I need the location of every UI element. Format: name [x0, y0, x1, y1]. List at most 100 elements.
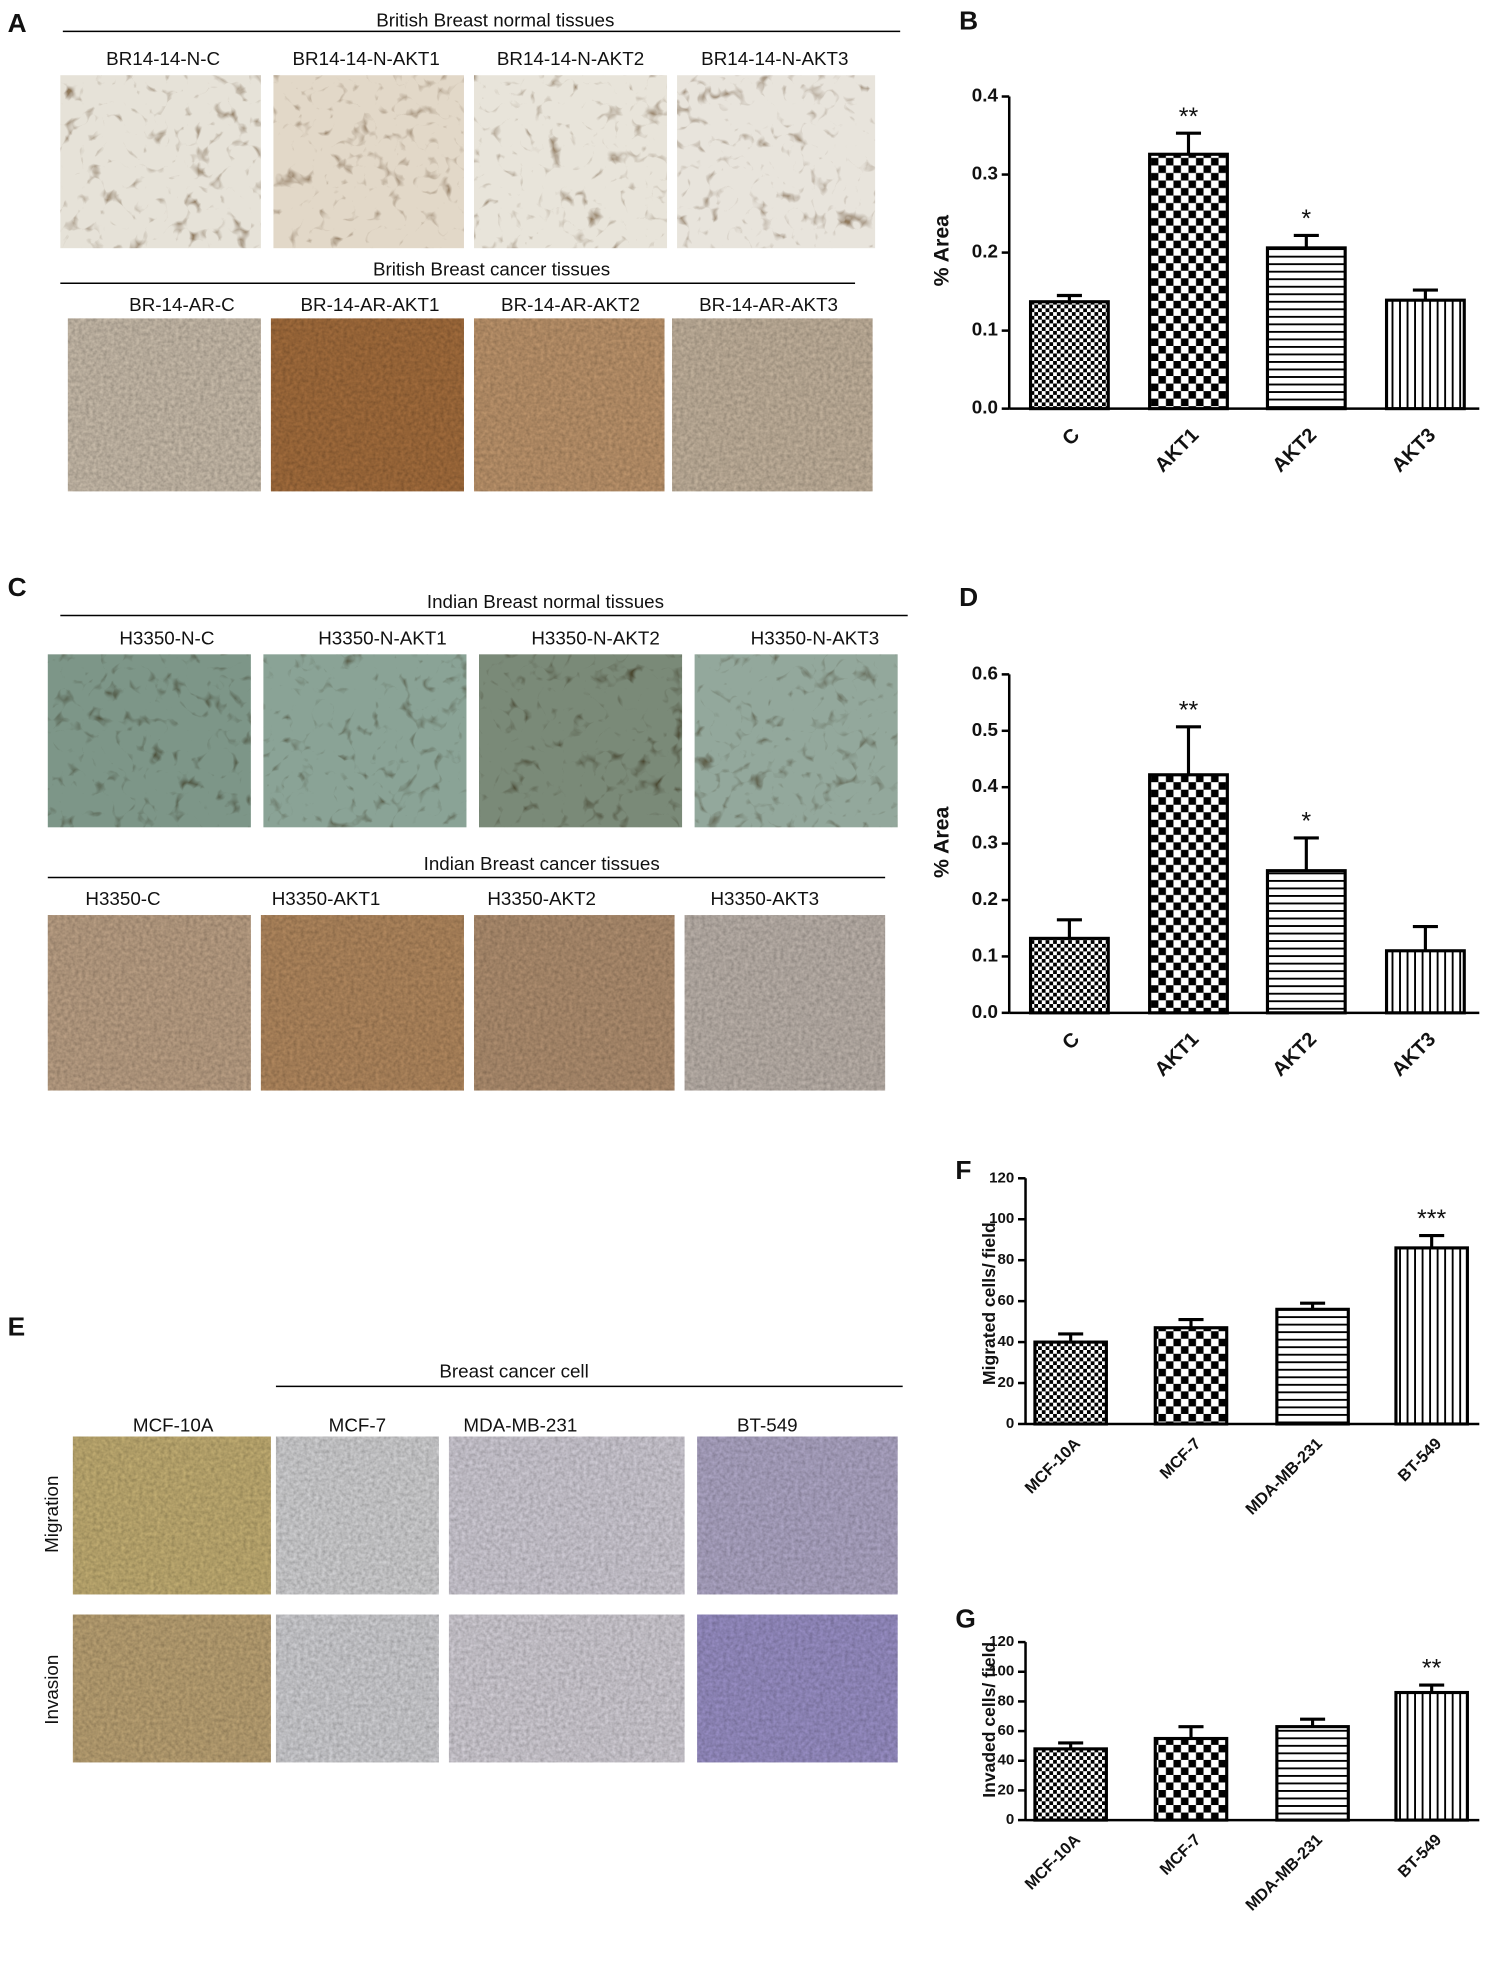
x-tick-label: MCF-10A [1021, 1831, 1084, 1894]
micrographs [47, 654, 898, 828]
y-tick-label: 80 [998, 1251, 1015, 1268]
y-tick-label: 40 [998, 1752, 1015, 1769]
bar [1028, 300, 1110, 411]
bar [1394, 1246, 1469, 1426]
micrograph [270, 318, 464, 492]
y-tick-label: 0.3 [972, 832, 998, 853]
y-tick-label: 0.2 [972, 888, 998, 909]
panel-letter: E [8, 1312, 26, 1342]
y-tick-label: 0.4 [972, 84, 999, 105]
sample-label: BR14-14-N-AKT3 [701, 48, 848, 69]
sample-label: H3350-C [85, 888, 160, 909]
x-tick-label: BT-549 [1395, 1831, 1445, 1881]
micrograph [260, 915, 464, 1091]
bar [1153, 1326, 1229, 1426]
panel-letter: G [955, 1604, 975, 1634]
micrograph [448, 1436, 685, 1595]
y-tick-label: 60 [998, 1292, 1015, 1309]
micrograph [677, 75, 876, 249]
bar [1028, 936, 1110, 1015]
y-tick-label: 0.4 [972, 775, 999, 796]
micrograph [448, 1614, 685, 1763]
micrograph [263, 654, 467, 828]
cell-line-label: MCF-7 [329, 1414, 386, 1435]
micrographs [47, 915, 886, 1091]
sample-label: BR14-14-N-C [106, 48, 220, 69]
y-axis-label: Migrated cells/ field [979, 1222, 999, 1385]
micrograph [72, 1436, 271, 1595]
sample-label: BR-14-AR-AKT2 [501, 294, 640, 315]
micrograph [72, 1614, 271, 1763]
y-axis-label: % Area [929, 215, 953, 287]
significance-label: ** [1179, 696, 1199, 724]
y-tick-label: 0.0 [972, 1001, 998, 1022]
bar [1384, 949, 1466, 1015]
row-label: Invasion [41, 1655, 62, 1725]
micrographs [72, 1436, 898, 1763]
cell-line-label: MDA-MB-231 [463, 1414, 577, 1435]
bar [1275, 1307, 1350, 1426]
micrograph [473, 915, 675, 1091]
group-title: British Breast normal tissues [376, 9, 614, 30]
panel-letter: C [8, 572, 27, 602]
x-tick-label: C [1058, 424, 1084, 450]
y-axis-label: Invaded cells/ field [979, 1642, 999, 1798]
cell-line-label: MCF-10A [133, 1414, 214, 1435]
micrograph [275, 1614, 439, 1763]
bar [1394, 1690, 1469, 1822]
y-tick-label: 60 [998, 1722, 1015, 1739]
sample-label: H3350-N-AKT1 [318, 627, 447, 648]
y-tick-label: 20 [998, 1374, 1015, 1391]
micrograph [67, 318, 261, 492]
bar [1384, 298, 1466, 411]
x-tick-label: BT-549 [1395, 1435, 1445, 1485]
y-tick-label: 0.6 [972, 662, 998, 683]
y-tick-label: 0.5 [972, 719, 998, 740]
x-tick-label: MCF-7 [1156, 1435, 1204, 1483]
micrograph [694, 654, 898, 828]
micrograph [473, 318, 665, 492]
sample-label: H3350-AKT2 [487, 888, 596, 909]
y-tick-label: 120 [989, 1169, 1014, 1186]
panel-letter: F [955, 1155, 971, 1185]
bar [1265, 246, 1347, 411]
panel-letter: A [8, 8, 27, 38]
micrographs [60, 75, 876, 249]
bar [1275, 1725, 1350, 1822]
x-tick-label: AKT2 [1269, 424, 1322, 477]
micrograph [479, 654, 683, 828]
y-tick-label: 0.3 [972, 163, 998, 184]
x-tick-label: MCF-7 [1156, 1831, 1204, 1879]
sample-label: BR-14-AR-C [129, 294, 235, 315]
y-tick-label: 0 [1006, 1415, 1014, 1432]
y-tick-label: 20 [998, 1781, 1015, 1798]
y-tick-label: 100 [989, 1663, 1014, 1680]
x-tick-label: MCF-10A [1021, 1435, 1084, 1498]
sample-label: H3350-N-AKT2 [531, 627, 659, 648]
micrograph [47, 654, 251, 828]
y-tick-label: 0.1 [972, 944, 998, 965]
row-label: Migration [41, 1476, 62, 1553]
x-tick-label: AKT1 [1151, 1028, 1204, 1081]
micrograph [273, 75, 464, 249]
y-tick-label: 40 [998, 1333, 1015, 1350]
panel-letter: B [959, 6, 978, 36]
sample-label: BR14-14-N-AKT2 [497, 48, 644, 69]
x-tick-label: MDA-MB-231 [1242, 1831, 1326, 1915]
y-tick-label: 0.0 [972, 397, 998, 418]
bar [1153, 1736, 1229, 1822]
bar [1033, 1747, 1108, 1822]
sample-label: H3350-AKT1 [272, 888, 381, 909]
sample-label: BR14-14-N-AKT1 [293, 48, 440, 69]
sample-label: H3350-AKT3 [710, 888, 819, 909]
micrograph [275, 1436, 439, 1595]
significance-label: * [1301, 205, 1311, 233]
y-tick-label: 120 [989, 1633, 1014, 1650]
panel-letter: D [959, 582, 978, 612]
x-tick-label: AKT2 [1269, 1028, 1322, 1081]
x-tick-label: C [1058, 1028, 1084, 1054]
micrograph [697, 1614, 898, 1763]
bar [1265, 869, 1347, 1015]
group-title: Breast cancer cell [439, 1361, 588, 1382]
